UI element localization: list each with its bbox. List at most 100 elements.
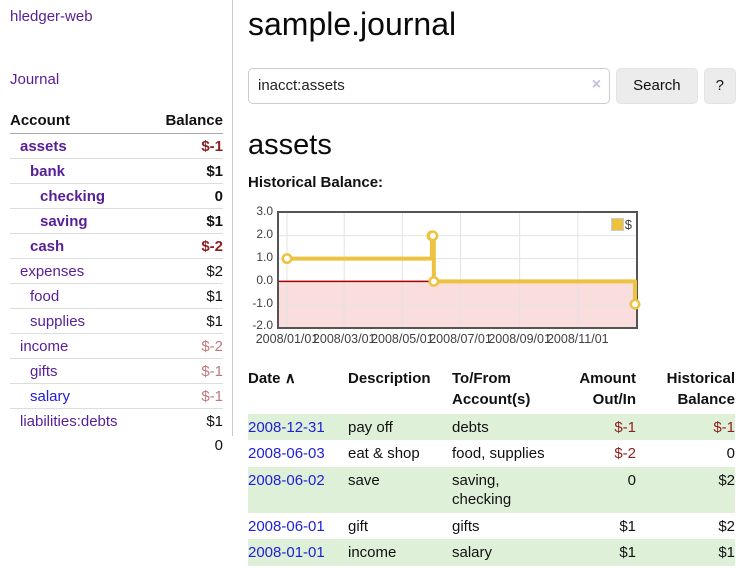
legend-swatch: [610, 218, 624, 232]
chart-legend: $: [610, 217, 632, 233]
transaction-balance: $1: [636, 539, 735, 566]
register-header-date[interactable]: Date ∧: [248, 367, 348, 414]
search-button[interactable]: Search: [616, 67, 698, 104]
account-balance: $1: [148, 408, 223, 433]
account-row: checking 0: [10, 183, 223, 209]
data-point-marker: [428, 276, 440, 288]
chart-svg: [279, 213, 641, 328]
sidebar-account-link-expenses[interactable]: expenses: [20, 263, 85, 280]
chart-plot-area: $: [277, 211, 641, 330]
accounts-table-header-account: Account: [10, 109, 149, 134]
sidebar-account-link-liabilities-debts[interactable]: liabilities:debts: [20, 413, 118, 430]
account-balance: 0: [148, 183, 223, 209]
transaction-accounts: debts: [452, 413, 564, 441]
accounts-table: Account Balance assets $-1 bank $1 checking 0…: [10, 109, 223, 457]
transaction-date-link[interactable]: 2008-06-02: [248, 471, 325, 489]
account-row: salary $-1: [10, 383, 223, 409]
data-point-marker: [427, 230, 439, 242]
register-row: 2008-06-03 eat & shop food, supplies $-2 0: [248, 440, 735, 467]
register-table: Date ∧ Description To/From Account(s) Am…: [248, 367, 735, 566]
sidebar-item-journal[interactable]: Journal: [10, 71, 60, 88]
sidebar-account-link-salary[interactable]: salary: [30, 388, 71, 405]
search-input[interactable]: [248, 67, 611, 104]
x-axis-tick-label: 2008/09/01: [488, 332, 551, 347]
account-balance: $-1: [201, 138, 223, 155]
x-axis-tick-label: 2008/03/01: [312, 332, 376, 347]
sidebar-account-link-supplies[interactable]: supplies: [30, 313, 86, 330]
transaction-date-link[interactable]: 2008-06-03: [248, 445, 325, 463]
register-header-date-label: Date: [248, 370, 281, 388]
transaction-accounts: saving, checking: [452, 466, 564, 513]
transaction-amount: $1: [564, 539, 636, 566]
transaction-accounts: gifts: [452, 517, 480, 535]
accounts-table-header-balance: Balance: [148, 109, 223, 134]
x-axis-tick-label: 2008/01/01: [255, 332, 319, 347]
data-point-marker: [629, 299, 641, 311]
register-row: 2008-12-31 pay off debts $-1 $-1: [248, 413, 735, 441]
sidebar-account-link-food[interactable]: food: [30, 288, 60, 305]
y-axis-tick-label: 0.0: [256, 272, 273, 287]
accounts-total-row: 0: [10, 433, 223, 457]
register-row: 2008-01-01 income salary $1 $1: [248, 539, 735, 566]
sidebar-divider: [232, 0, 233, 436]
sidebar-account-link-assets[interactable]: assets: [20, 138, 67, 155]
y-axis-tick-label: 1.0: [256, 250, 273, 265]
register-row: 2008-06-02 save saving, checking 0 $2: [248, 466, 735, 513]
transaction-balance: $-1: [636, 413, 735, 441]
account-row: gifts $-1: [10, 358, 223, 384]
account-row: food $1: [10, 283, 223, 309]
sidebar-account-link-checking[interactable]: checking: [40, 188, 106, 205]
sidebar-account-link-saving[interactable]: saving: [40, 213, 88, 230]
register-row: 2008-06-01 gift gifts $1 $2: [248, 513, 735, 540]
transaction-accounts: food, supplies: [452, 445, 545, 463]
account-heading: assets: [248, 128, 332, 161]
transaction-amount: $-2: [614, 445, 636, 463]
account-balance: $1: [148, 208, 223, 234]
sort-ascending-icon: ∧: [284, 370, 296, 388]
clear-search-icon[interactable]: ×: [591, 75, 602, 93]
transaction-description: income: [348, 539, 452, 566]
transaction-amount: $-1: [564, 413, 636, 441]
account-row: assets $-1: [10, 134, 223, 159]
search-form: × Search ?: [248, 67, 736, 104]
legend-label: $: [624, 217, 632, 233]
sidebar-account-link-cash[interactable]: cash: [30, 238, 65, 255]
account-row: income $-2: [10, 333, 223, 359]
main-content: sample.journal × Search ? assets Histori…: [248, 0, 736, 566]
transaction-date-link[interactable]: 2008-01-01: [248, 544, 325, 562]
chart-title: Historical Balance:: [248, 174, 384, 192]
app-brand-link[interactable]: hledger-web: [10, 8, 93, 25]
account-row: supplies $1: [10, 308, 223, 334]
account-row: expenses $2: [10, 258, 223, 284]
x-axis-tick-label: 2008/07/01: [429, 332, 492, 347]
sidebar-account-link-bank[interactable]: bank: [30, 163, 66, 180]
account-balance: $1: [148, 158, 223, 184]
transaction-amount: $1: [619, 517, 636, 535]
transaction-description: gift: [348, 517, 369, 535]
account-balance: $1: [148, 283, 223, 309]
account-row: bank $1: [10, 158, 223, 184]
transaction-balance: $2: [718, 517, 735, 535]
y-axis-tick-label: -2.0: [252, 318, 273, 333]
register-header-amount: Amount Out/In: [579, 370, 636, 408]
sidebar-account-link-gifts[interactable]: gifts: [30, 363, 58, 380]
y-axis-tick-label: 3.0: [256, 204, 273, 219]
search-help-button[interactable]: ?: [703, 67, 736, 104]
register-header-accounts: To/From Account(s): [452, 370, 531, 408]
y-axis-tick-label: 2.0: [256, 227, 273, 242]
transaction-balance: $2: [636, 466, 735, 513]
transaction-description: save: [348, 466, 452, 513]
account-balance: $1: [148, 308, 223, 334]
data-point-marker: [281, 253, 293, 265]
account-row: saving $1: [10, 208, 223, 234]
transaction-accounts: salary: [452, 539, 564, 566]
transaction-date-link[interactable]: 2008-12-31: [248, 418, 325, 436]
page-title: sample.journal: [248, 6, 457, 42]
account-row: liabilities:debts $1: [10, 408, 223, 433]
sidebar-account-link-income[interactable]: income: [20, 338, 69, 355]
transaction-amount: 0: [564, 466, 636, 513]
y-axis-tick-label: -1.0: [252, 295, 273, 310]
transaction-date-link[interactable]: 2008-06-01: [248, 517, 325, 535]
x-axis-tick-label: 2008/11/01: [546, 332, 609, 347]
register-header-balance: Historical Balance: [666, 370, 735, 408]
